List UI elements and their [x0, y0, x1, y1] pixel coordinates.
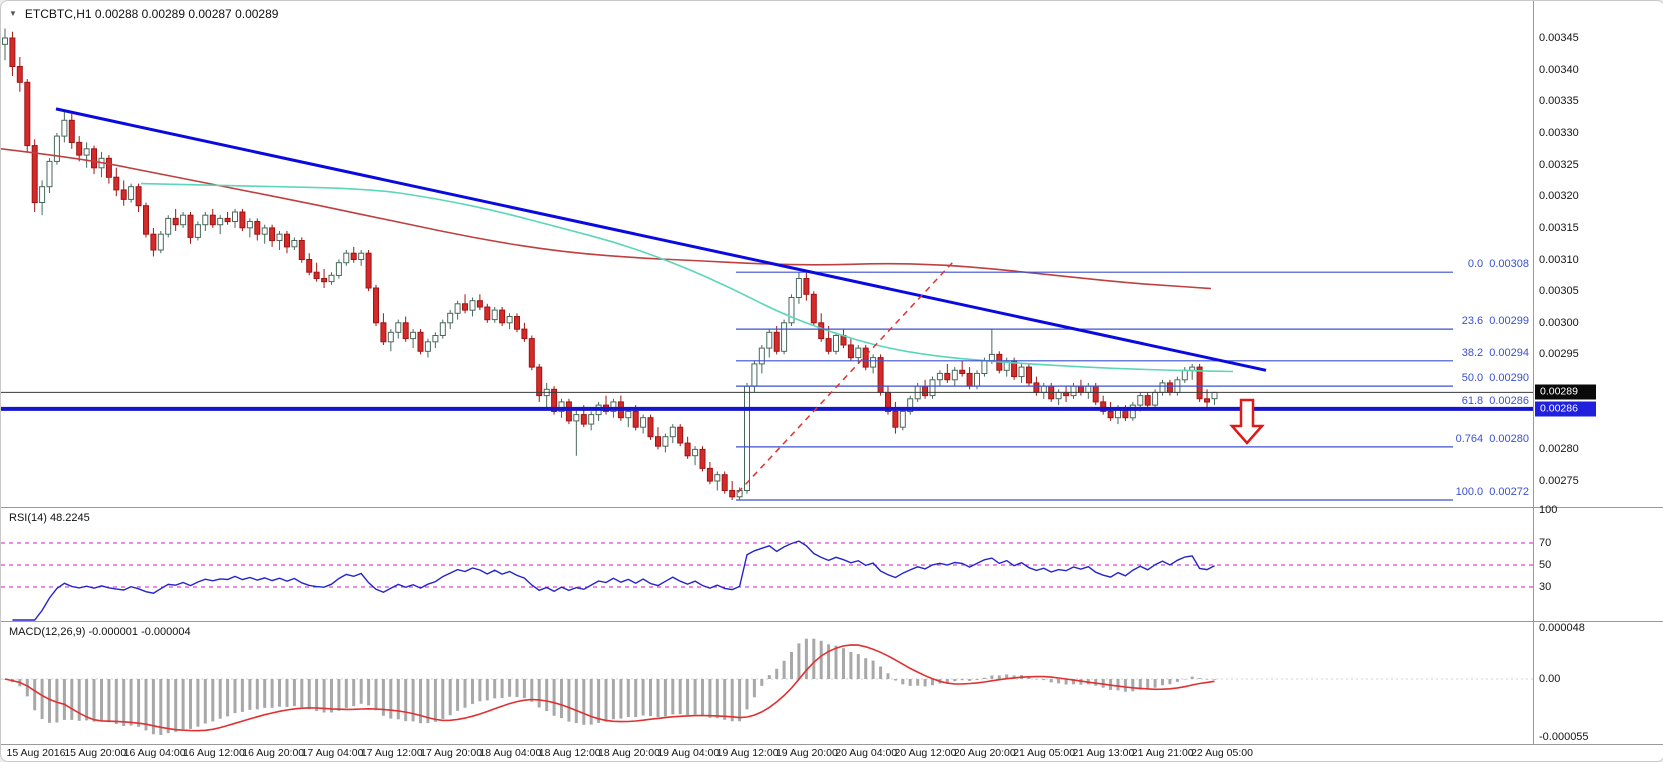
rsi-panel-canvas[interactable]: [1, 508, 1533, 621]
fib-level-label: 0.0 0.00308: [1467, 258, 1529, 271]
trendline[interactable]: [55, 107, 1267, 372]
time-axis-label: 16 Aug 12:00: [182, 747, 245, 759]
price-axis-label: 0.00345: [1539, 32, 1579, 44]
price-axis-label: 0.00320: [1539, 190, 1579, 203]
macd-histogram: [3, 638, 1216, 735]
price-chart-canvas[interactable]: [1, 1, 1533, 507]
time-axis-label: 15 Aug 2016: [6, 747, 66, 759]
price-axis-label: 0.00335: [1539, 95, 1579, 108]
rsi-axis[interactable]: [1533, 508, 1663, 621]
time-axis-label: 20 Aug 04:00: [835, 747, 898, 759]
price-badge: 0.00286: [1535, 401, 1596, 417]
macd-signal-line: [4, 644, 1215, 732]
down-arrow-annotation[interactable]: [1229, 398, 1265, 445]
time-axis-label: 19 Aug 12:00: [716, 747, 779, 759]
chart-menu-icon[interactable]: ▼: [9, 9, 17, 18]
time-axis-label: 22 Aug 05:00: [1191, 747, 1253, 759]
time-axis-label: 21 Aug 05:00: [1013, 747, 1076, 759]
price-axis-label: 0.00310: [1539, 253, 1579, 266]
price-axis-label: 0.00325: [1539, 158, 1579, 171]
time-axis-label: 20 Aug 20:00: [953, 747, 1016, 759]
chart-title: ETCBTC,H1 0.00288 0.00289 0.00287 0.0028…: [24, 7, 279, 21]
time-axis-label: 19 Aug 20:00: [775, 747, 838, 759]
price-axis-label: 0.00330: [1539, 126, 1579, 139]
projection-line[interactable]: [737, 261, 954, 493]
price-axis-label: 0.00295: [1539, 348, 1579, 361]
time-axis-label: 20 Aug 12:00: [894, 747, 957, 759]
price-axis-label: 0.00340: [1539, 63, 1579, 76]
time-axis-label: 17 Aug 04:00: [301, 747, 364, 759]
price-axis-label: 0.00275: [1539, 475, 1579, 488]
price-axis-label: 0.00305: [1539, 285, 1579, 298]
time-axis-label: 18 Aug 04:00: [479, 747, 542, 759]
time-axis-label: 16 Aug 20:00: [242, 747, 305, 759]
time-axis-label: 16 Aug 04:00: [123, 747, 186, 759]
time-axis-label: 19 Aug 04:00: [657, 747, 720, 759]
price-axis-label: 0.00300: [1539, 316, 1579, 329]
chart-title-bar: ▼ ETCBTC,H1 0.00288 0.00289 0.00287 0.00…: [9, 7, 278, 21]
fib-level-label: 100.0 0.00272: [1455, 486, 1529, 499]
fib-level-label: 50.0 0.00290: [1461, 372, 1529, 385]
price-axis-label: 0.00315: [1539, 221, 1579, 234]
time-axis-label: 21 Aug 13:00: [1072, 747, 1135, 759]
price-badge: 0.00289: [1535, 384, 1596, 400]
rsi-axis-label: 30: [1539, 581, 1552, 593]
rsi-axis-label: 50: [1539, 559, 1552, 571]
rsi-axis-label: 100: [1539, 504, 1558, 516]
time-axis-label: 21 Aug 21:00: [1131, 747, 1194, 759]
axis-separator: [1533, 1, 1534, 744]
macd-panel-canvas[interactable]: [1, 622, 1533, 744]
macd-label: MACD(12,26,9) -0.000001 -0.000004: [9, 626, 191, 638]
panel-separator: [1, 621, 1663, 622]
rsi-label: RSI(14) 48.2245: [9, 512, 90, 524]
macd-axis-label: 0.00: [1539, 673, 1561, 685]
fib-level-label: 23.6 0.00299: [1461, 315, 1529, 328]
macd-axis-label: -0.000055: [1539, 731, 1589, 743]
rsi-axis-label: 70: [1539, 537, 1552, 549]
ma-fast-line[interactable]: [140, 182, 1234, 373]
macd-axis-label: 0.000048: [1539, 622, 1585, 634]
panel-separator: [1, 744, 1663, 745]
time-axis-label: 17 Aug 20:00: [420, 747, 483, 759]
fib-level-label: 0.764 0.00280: [1455, 432, 1529, 445]
rsi-line: [12, 540, 1215, 621]
time-axis-label: 18 Aug 12:00: [538, 747, 601, 759]
fib-level-label: 61.8 0.00286: [1461, 394, 1529, 407]
price-axis-label: 0.00280: [1539, 443, 1579, 456]
time-axis-label: 17 Aug 12:00: [360, 747, 423, 759]
time-axis-label: 18 Aug 20:00: [598, 747, 660, 759]
candles: [2, 28, 1218, 500]
fib-level-label: 38.2 0.00294: [1461, 346, 1529, 359]
panel-separator: [1, 507, 1663, 508]
time-axis-label: 15 Aug 20:00: [64, 747, 127, 759]
